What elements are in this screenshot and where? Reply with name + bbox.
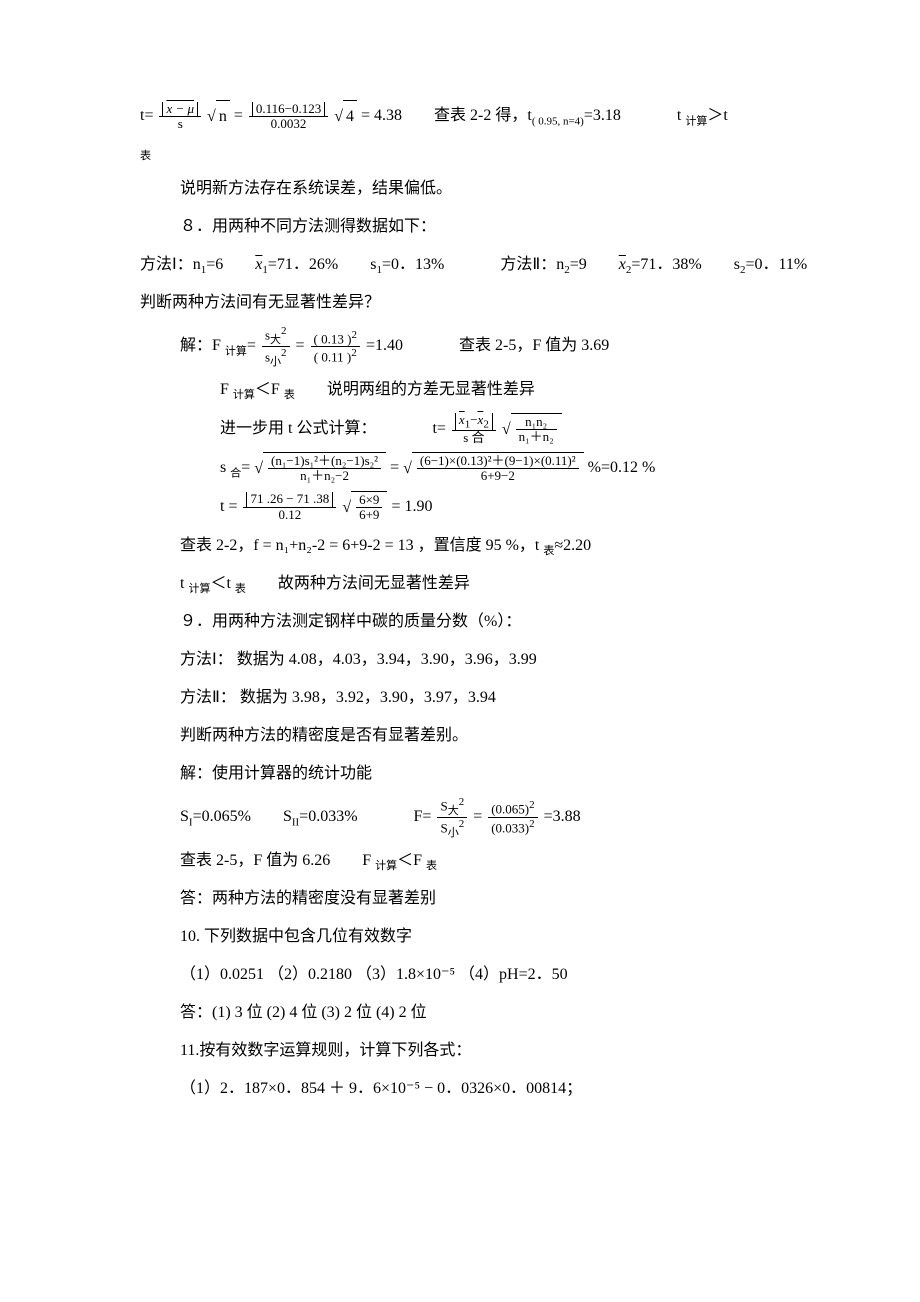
q8-data-line: 方法Ⅰ：n1=6 x1=71．26% s1=0．13% 方法Ⅱ：n2=9 x2=… bbox=[140, 249, 810, 281]
q8-question: 判断两种方法间有无显著性差异？ bbox=[140, 287, 810, 319]
document-page: t= x − μ s n = 0.116−0.123 0.0032 4 = 4.… bbox=[0, 0, 920, 1302]
q7-t-lhs: t= bbox=[140, 107, 153, 124]
q9-m2: 方法Ⅱ： 数据为 3.98，3.92，3.90，3.97，3.94 bbox=[140, 682, 810, 714]
q7-sqrt1: n bbox=[207, 100, 230, 133]
q11-item1: （1）2．187×0．854 ＋ 9．6×10⁻⁵ − 0．0326×0．008… bbox=[140, 1073, 810, 1105]
q8-f-calc: 解：F 计算= s大2 s小2 = ( 0.13 )2 ( 0.11 )2 =1… bbox=[140, 325, 810, 368]
q9-solve: 解：使用计算器的统计功能 bbox=[140, 758, 810, 790]
q8-title: ８．用两种不同方法测得数据如下： bbox=[140, 211, 810, 243]
q9-answer: 答：两种方法的精密度没有显著差别 bbox=[140, 883, 810, 915]
q7-sub-table: 表 bbox=[140, 135, 810, 167]
q9-question: 判断两种方法的精密度是否有显著差别。 bbox=[140, 720, 810, 752]
q7-formula-line: t= x − μ s n = 0.116−0.123 0.0032 4 = 4.… bbox=[140, 100, 810, 133]
q10-title: 10. 下列数据中包含几位有效数字 bbox=[140, 921, 810, 953]
q11-title: 11.按有效数字运算规则，计算下列各式： bbox=[140, 1035, 810, 1067]
q7-sqrt2: 4 bbox=[334, 100, 357, 133]
q10-items: （1）0.0251 （2）0.2180 （3）1.8×10⁻⁵ （4）pH=2．… bbox=[140, 959, 810, 991]
q7-frac2: 0.116−0.123 0.0032 bbox=[249, 102, 328, 132]
q9-title: ９．用两种方法测定钢样中碳的质量分数（%）： bbox=[140, 606, 810, 638]
q7-frac1: x − μ s bbox=[159, 102, 201, 132]
q9-m1: 方法Ⅰ： 数据为 4.08，4.03，3.94，3.90，3.96，3.99 bbox=[140, 644, 810, 676]
q8-t-compare: t 计算＜t 表 故两种方法间无显著性差异 bbox=[140, 568, 810, 600]
q9-s-line: SI=0.065% SII=0.033% F= S大2 S小2 = (0.065… bbox=[140, 796, 810, 839]
q8-f-compare: F 计算＜F 表 说明两组的方差无显著性差异 bbox=[140, 374, 810, 406]
q10-answer: 答：(1) 3 位 (2) 4 位 (3) 2 位 (4) 2 位 bbox=[140, 997, 810, 1029]
q8-s-he: s 合= (n₁−1)s₁²＋(n₂−1)s₂²n₁＋n₂−2 = (6−1)×… bbox=[140, 452, 810, 485]
q9-lookup: 查表 2-5，F 值为 6.26 F 计算＜F 表 bbox=[140, 845, 810, 877]
q8-t-formula: 进一步用 t 公式计算： t= x1−x2 s 合 n₁n₂n₁＋n₂ bbox=[140, 413, 810, 446]
q8-t-calc: t = 71 .26 − 71 .38 0.12 6×96+9 = 1.90 bbox=[140, 491, 810, 524]
q8-t-lookup: 查表 2-2，f = n₁+n₂-2 = 6+9-2 = 13 ，置信度 95 … bbox=[140, 530, 810, 562]
q7-conclusion: 说明新方法存在系统误差，结果偏低。 bbox=[140, 173, 810, 205]
